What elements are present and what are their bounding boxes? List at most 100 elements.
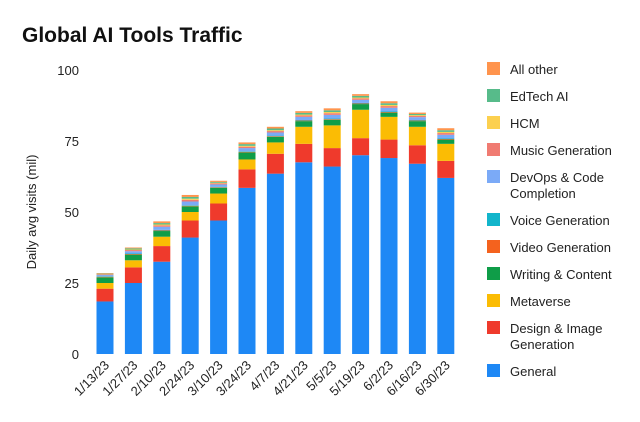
- bar-segment-video-generation: [153, 230, 171, 232]
- legend: All other EdTech AI HCM Music Generation Dev…: [487, 62, 612, 379]
- bar-segment-video-generation: [352, 103, 370, 105]
- bar-segment-writing-content: [266, 136, 284, 143]
- legend-label: Voice Generation: [510, 213, 610, 228]
- bar-segment-video-generation: [238, 151, 256, 153]
- bar-segment-voice-generation: [437, 138, 455, 140]
- bar-segment-writing-content: [238, 152, 256, 160]
- legend-label: Music Generation: [510, 143, 612, 158]
- bar-segment-video-generation: [408, 120, 426, 122]
- bar-segment-hcm: [408, 115, 426, 117]
- bar-segment-metaverse: [124, 260, 142, 268]
- bar-segment-metaverse: [352, 109, 370, 139]
- bar-segment-metaverse: [295, 126, 313, 144]
- bar-segment-all-other: [153, 221, 171, 224]
- bar-segment-all-other: [181, 194, 199, 197]
- bar-segment-all-other: [96, 273, 114, 274]
- bar-segment-devops-code-completion: [96, 275, 114, 277]
- legend-label-line: Writing & Content: [510, 267, 612, 282]
- bar-segment-metaverse: [380, 116, 398, 140]
- bar-segment-writing-content: [124, 254, 142, 261]
- legend-swatch: [487, 294, 500, 307]
- bar-segment-design-image-generation: [210, 203, 228, 221]
- bar-segment-edtech-ai: [153, 223, 171, 225]
- bar-segment-design-image-generation: [295, 143, 313, 163]
- bar-segment-all-other: [295, 111, 313, 113]
- legend-label: General: [510, 364, 556, 379]
- bar-segment-music-generation: [124, 250, 142, 252]
- bar-segment-edtech-ai: [266, 128, 284, 131]
- bar-segment-video-generation: [266, 136, 284, 137]
- bar-segment-metaverse: [238, 159, 256, 170]
- bar-segment-all-other: [380, 101, 398, 104]
- bar-segment-writing-content: [181, 206, 199, 212]
- bar-segment-general: [181, 237, 199, 354]
- legend-swatch: [487, 116, 500, 129]
- y-tick-label: 0: [72, 347, 79, 362]
- bar-segment-hcm: [238, 145, 256, 147]
- bar-segment-design-image-generation: [380, 139, 398, 159]
- legend-label-line: Design & Image: [510, 321, 603, 336]
- bar-segment-devops-code-completion: [238, 148, 256, 152]
- y-tick-label: 25: [65, 276, 79, 291]
- bar-segment-music-generation: [96, 274, 114, 276]
- bar-segment-general: [380, 158, 398, 354]
- bar-segment-design-image-generation: [437, 160, 455, 178]
- x-ticks: 1/13/231/27/232/10/232/24/233/10/233/24/…: [71, 358, 453, 399]
- bar-segment-hcm: [181, 198, 199, 200]
- bar-segment-edtech-ai: [238, 144, 256, 146]
- y-tick-label: 50: [65, 205, 79, 220]
- legend-swatch: [487, 321, 500, 334]
- bar-segment-writing-content: [437, 139, 455, 144]
- bar-segment-design-image-generation: [408, 145, 426, 164]
- bar-segment-general: [266, 173, 284, 354]
- bar-segment-edtech-ai: [295, 112, 313, 115]
- bar-segment-devops-code-completion: [323, 114, 341, 119]
- bar-segment-all-other: [437, 128, 455, 131]
- bar-segment-writing-content: [352, 104, 370, 110]
- bar-segment-video-generation: [96, 276, 114, 278]
- bar-segment-general: [210, 220, 228, 354]
- bar-segment-devops-code-completion: [380, 107, 398, 112]
- bar-segment-video-generation: [437, 139, 455, 140]
- bar-segment-music-generation: [181, 199, 199, 202]
- bar-segment-writing-content: [408, 121, 426, 127]
- legend-label-line: DevOps & Code: [510, 170, 604, 185]
- bar-segment-voice-generation: [124, 253, 142, 255]
- bar-segment-general: [408, 163, 426, 354]
- legend-swatch: [487, 364, 500, 377]
- bar-segment-all-other: [408, 112, 426, 115]
- bar-segment-design-image-generation: [124, 267, 142, 283]
- bar-segment-video-generation: [124, 254, 142, 255]
- bar-segment-voice-generation: [266, 135, 284, 137]
- bar-segment-devops-code-completion: [408, 117, 426, 120]
- bar-segment-devops-code-completion: [210, 184, 228, 187]
- legend-swatch: [487, 240, 500, 253]
- legend-swatch: [487, 62, 500, 75]
- bar-segment-voice-generation: [295, 119, 313, 121]
- bar-segment-design-image-generation: [238, 169, 256, 188]
- legend-label-line: Music Generation: [510, 143, 612, 158]
- bar-segment-metaverse: [96, 283, 114, 289]
- bar-segment-design-image-generation: [96, 288, 114, 302]
- legend-item: Video Generation: [487, 240, 611, 255]
- legend-label-line: Completion: [510, 186, 576, 201]
- bar-segment-design-image-generation: [266, 153, 284, 174]
- bar-segment-hcm: [323, 112, 341, 114]
- legend-label-line: Metaverse: [510, 294, 571, 309]
- legend-label: Design & Image Generation: [510, 321, 603, 352]
- legend-swatch: [487, 170, 500, 183]
- bar-segment-video-generation: [210, 187, 228, 188]
- legend-swatch: [487, 89, 500, 102]
- bar-segment-writing-content: [210, 187, 228, 194]
- legend-item: General: [487, 364, 556, 379]
- bar-segment-voice-generation: [408, 119, 426, 121]
- bar-segment-music-generation: [352, 98, 370, 100]
- bar-segment-devops-code-completion: [124, 251, 142, 254]
- bar-segment-hcm: [210, 182, 228, 184]
- chart-title: Global AI Tools Traffic: [22, 24, 243, 47]
- bar-segment-general: [96, 301, 114, 354]
- bar-segment-metaverse: [408, 126, 426, 146]
- bar-segment-edtech-ai: [380, 103, 398, 105]
- bar-segment-music-generation: [437, 133, 455, 135]
- legend-item: EdTech AI: [487, 89, 569, 104]
